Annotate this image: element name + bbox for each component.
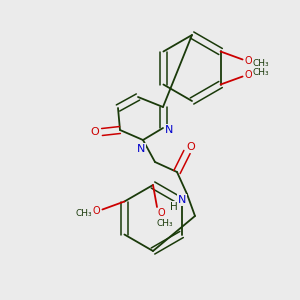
Text: CH₃: CH₃ bbox=[75, 209, 92, 218]
Text: CH₃: CH₃ bbox=[252, 59, 269, 68]
Text: N: N bbox=[165, 125, 173, 135]
Text: O: O bbox=[93, 206, 100, 215]
Text: CH₃: CH₃ bbox=[157, 220, 173, 229]
Text: O: O bbox=[157, 208, 165, 218]
Text: H: H bbox=[170, 202, 178, 212]
Text: CH₃: CH₃ bbox=[252, 68, 269, 77]
Text: N: N bbox=[178, 195, 186, 205]
Text: O: O bbox=[245, 56, 252, 65]
Text: O: O bbox=[245, 70, 252, 80]
Text: N: N bbox=[137, 144, 145, 154]
Text: O: O bbox=[187, 142, 195, 152]
Text: O: O bbox=[91, 127, 99, 137]
